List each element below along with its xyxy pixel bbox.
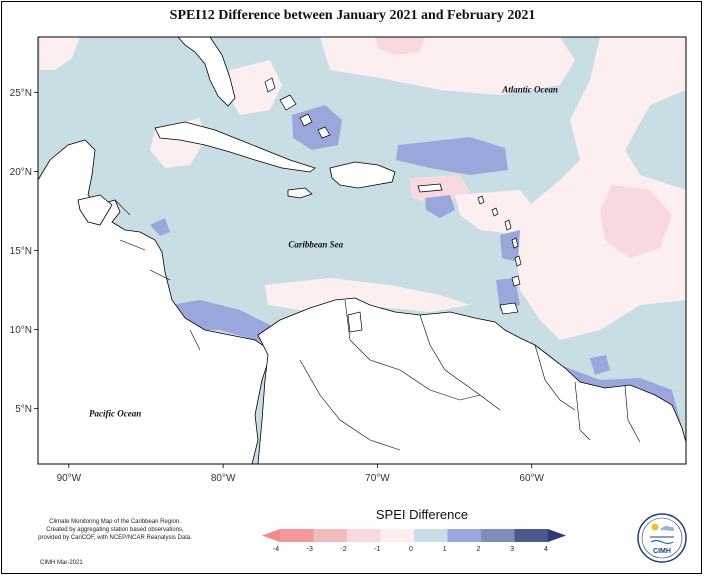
legend-tick-label: 2	[477, 546, 481, 553]
legend-tick-label: 0	[409, 546, 413, 553]
place-label: Caribbean Sea	[288, 239, 343, 249]
lake-maracaibo	[347, 311, 363, 333]
small-islands	[264, 77, 522, 333]
logo-graphic: CIMH	[637, 513, 687, 563]
legend-tick-label: -1	[374, 546, 380, 553]
credit-line-2: Created by aggregating station based obs…	[46, 527, 184, 533]
legend-swatch	[447, 529, 482, 542]
anomaly-pink-east-dark	[600, 185, 672, 258]
anomaly-blue-pr-south	[425, 195, 455, 218]
credit-date: CIMH Mar-2021	[40, 560, 83, 566]
legend-tick-label: 1	[443, 546, 447, 553]
lat-tick-label: 15°N	[10, 246, 32, 257]
legend-tick-label: -3	[307, 546, 313, 553]
anomaly-pink-east	[515, 37, 686, 340]
land-cuba	[154, 121, 316, 173]
legend-swatch	[313, 529, 348, 542]
bahamas-islands	[264, 77, 331, 139]
country-borders	[114, 199, 641, 451]
anomaly-pink-bahamas	[228, 60, 282, 115]
logo-text: CIMH	[653, 548, 671, 555]
legend-colorbar	[262, 529, 566, 542]
land-puerto-rico	[417, 183, 443, 193]
anomaly-blue-panama	[170, 300, 278, 345]
land-florida	[177, 36, 236, 107]
credit-text: Climate Monitoring Map of the Caribbean …	[20, 518, 210, 542]
anomaly-blue-central-america	[150, 218, 170, 236]
map-labels: Atlantic Ocean Caribbean Sea Pacific Ocean	[89, 84, 558, 418]
anomaly-pink-north	[320, 37, 575, 95]
legend-swatch	[347, 529, 381, 542]
lon-tick-label: 60°W	[519, 473, 544, 484]
legend-swatch	[514, 529, 549, 542]
map-panel	[37, 36, 687, 465]
legend-swatch	[380, 529, 415, 542]
land-yucatan	[77, 194, 113, 226]
legend-ticks: -4 -3 -2 -1 0 1 2 3 4	[273, 546, 548, 553]
lat-tick-label: 25°N	[10, 88, 32, 99]
legend: SPEI Difference -4 -3 -2 -1 0 1 2 3 4	[262, 507, 566, 553]
land-hispaniola	[329, 161, 396, 189]
land-jamaica	[287, 187, 313, 199]
legend-tick-label: -2	[340, 546, 346, 553]
legend-high-arrow	[548, 529, 566, 542]
credit-line-1: Climate Monitoring Map of the Caribbean …	[49, 519, 181, 525]
map-ticks: 90°W 80°W 70°W 60°W 25°N 20°N 15°N 10°N 5°N	[10, 88, 545, 484]
anomaly-blue-antilles-east	[500, 230, 520, 262]
anomaly-pink-west	[40, 37, 80, 70]
legend-low-arrow	[262, 529, 280, 542]
cimh-logo-icon: CIMH	[636, 512, 688, 564]
lon-tick-label: 90°W	[57, 473, 82, 484]
anomaly-blue-guianas-spot	[590, 355, 610, 375]
anomaly-pink-south-coast	[265, 278, 470, 312]
border-lines	[114, 199, 641, 451]
lat-tick-label: 10°N	[10, 325, 32, 336]
credit-line-3: provided by CariCOF, with NCEP/NCAR Rean…	[38, 535, 192, 541]
lon-tick-label: 70°W	[365, 473, 390, 484]
anomaly-blue-atlantic	[396, 137, 508, 175]
legend-tick-label: -4	[273, 546, 279, 553]
lesser-antilles	[477, 195, 522, 287]
anomaly-pink-north-dark	[375, 37, 425, 55]
legend-title: SPEI Difference	[376, 507, 468, 522]
legend-swatch	[414, 529, 448, 542]
legend-tick-label: 4	[544, 546, 548, 553]
trinidad	[499, 302, 519, 315]
lat-tick-label: 20°N	[10, 167, 32, 178]
lon-tick-label: 80°W	[211, 473, 236, 484]
map-title: SPEI12 Difference between January 2021 a…	[169, 8, 536, 23]
legend-swatch	[481, 529, 515, 542]
place-label: Pacific Ocean	[89, 409, 141, 419]
lat-tick-label: 5°N	[15, 404, 32, 415]
legend-tick-label: 3	[510, 546, 514, 553]
place-label: Atlantic Ocean	[501, 84, 558, 94]
legend-swatch	[280, 529, 314, 542]
